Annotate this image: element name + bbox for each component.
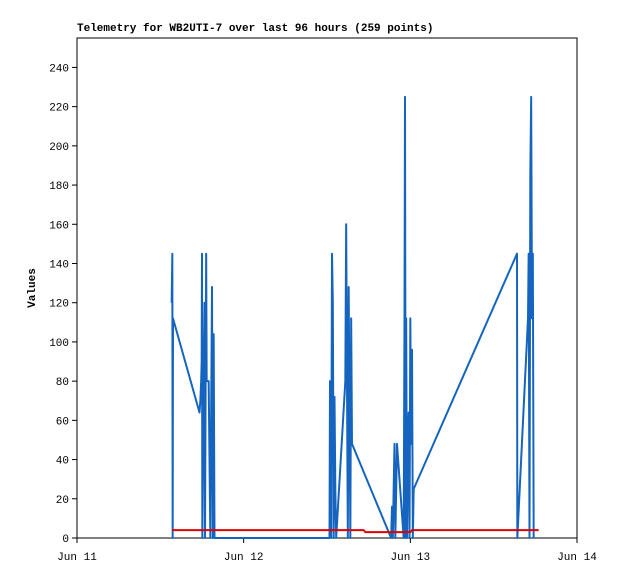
y-tick-label: 160 <box>49 220 69 232</box>
x-tick-label: Jun 13 <box>391 552 431 564</box>
y-tick-label: 20 <box>56 495 69 507</box>
series-line <box>170 95 535 539</box>
y-tick-label: 100 <box>49 338 69 350</box>
y-tick-label: 80 <box>56 377 69 389</box>
chart-title: Telemetry for WB2UTI-7 over last 96 hour… <box>77 23 433 35</box>
y-tick-label: 60 <box>56 416 69 428</box>
y-tick-label: 180 <box>49 181 69 193</box>
y-tick-label: 140 <box>49 259 69 271</box>
y-tick-label: 0 <box>62 534 69 546</box>
y-tick-label: 200 <box>49 142 69 154</box>
y-tick-label: 120 <box>49 299 69 311</box>
y-axis-label: Values <box>27 268 39 308</box>
x-tick-label: Jun 11 <box>57 552 97 564</box>
series-line <box>172 529 539 534</box>
x-tick-label: Jun 12 <box>224 552 264 564</box>
y-tick-label: 40 <box>56 456 69 468</box>
x-tick-label: Jun 14 <box>557 552 597 564</box>
y-tick-label: 240 <box>49 63 69 75</box>
y-tick-label: 220 <box>49 103 69 115</box>
